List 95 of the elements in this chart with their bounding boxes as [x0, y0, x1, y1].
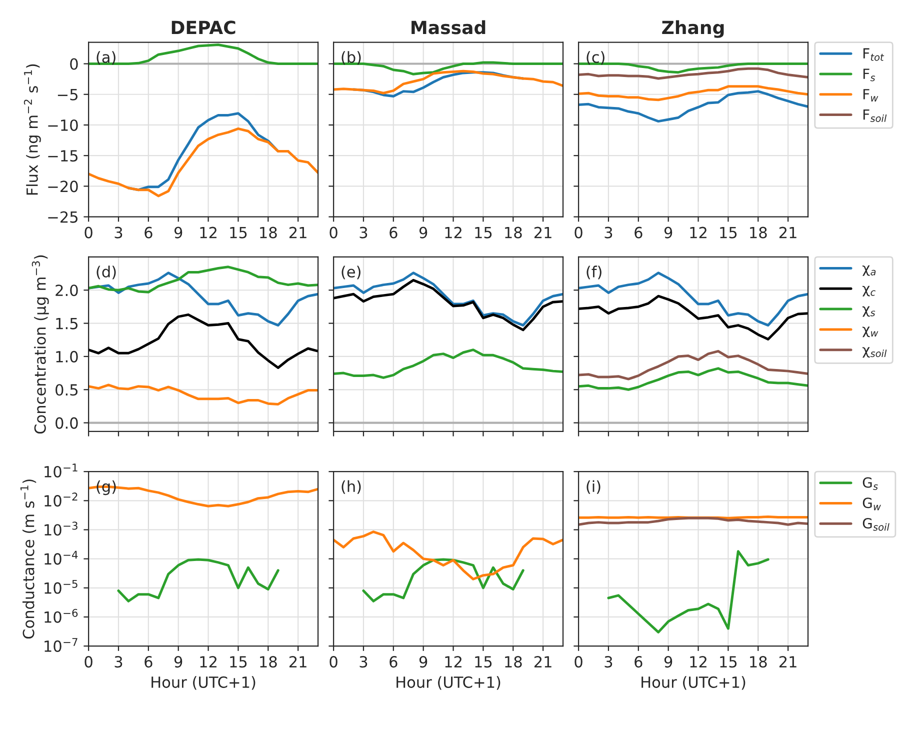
x-tick-label: 3	[360, 656, 368, 668]
x-tick-label: 0	[84, 226, 92, 238]
x-tick-label: 15	[230, 227, 247, 238]
x-tick-label: 12	[200, 656, 216, 668]
legend-label: χ$_{c}$	[862, 286, 876, 296]
legend-label: F$_{w}$	[863, 89, 878, 102]
x-tick-label: 3	[114, 656, 122, 668]
x-tick-label: 3	[360, 226, 368, 238]
annotation: (b)	[342, 51, 361, 65]
x-tick-label: 21	[534, 656, 552, 668]
annotation: (i)	[586, 480, 600, 494]
y-tick-label: 0.5	[56, 384, 78, 396]
y-tick-label: 1.0	[56, 350, 78, 362]
x-tick-label: 12	[445, 226, 462, 238]
x-tick-label: 18	[260, 656, 277, 668]
x-tick-label: 0	[574, 226, 582, 238]
x-tick-label: 6	[634, 656, 642, 668]
legend-label: χ$_{w}$	[862, 326, 878, 338]
x-tick-label: 15	[475, 656, 492, 668]
x-tick-label: 6	[390, 226, 398, 238]
x-axis-title: Hour (UTC+1)	[152, 676, 256, 690]
y-axis-title: Flux (ng m$^{−2}$ s$^{−1}$)	[24, 64, 41, 195]
x-tick-label: 0	[330, 656, 338, 668]
legend-label: G$_{w}$	[862, 498, 881, 510]
x-tick-label: 9	[419, 656, 428, 668]
y-axis-title: Concentration (μg m$^{−3}$)	[32, 255, 49, 434]
y-tick-label: 1.5	[56, 318, 78, 330]
y-tick-label: 10$^{−6}$	[44, 608, 78, 623]
x-tick-label: 9	[419, 226, 428, 238]
x-tick-label: 0	[574, 656, 582, 668]
y-tick-label: −20	[48, 180, 78, 192]
legend-label: F$_{soil}$	[863, 109, 887, 122]
legend-label: F$_{tot}$	[863, 48, 884, 61]
legend-label: F$_{s}$	[863, 68, 876, 82]
annotation: (a)	[96, 51, 116, 65]
x-axis-title: Hour (UTC+1)	[642, 676, 746, 690]
y-tick-label: 0.0	[56, 417, 78, 429]
x-tick-label: 18	[750, 226, 767, 238]
annotation: (h)	[342, 480, 361, 494]
legend-label: χ$_{soil}$	[862, 347, 887, 358]
y-tick-label: 10$^{−7}$	[44, 638, 78, 652]
x-tick-label: 0	[330, 226, 338, 238]
y-tick-label: 10$^{−3}$	[44, 522, 78, 536]
x-axis-title: Hour (UTC+1)	[396, 676, 500, 690]
legend-label: G$_{s}$	[862, 477, 878, 490]
annotation: (d)	[96, 266, 116, 280]
x-tick-label: 15	[720, 227, 737, 238]
legend-label: χ$_{s}$	[862, 306, 876, 317]
y-tick-label: 0	[70, 58, 78, 70]
x-tick-label: 12	[690, 656, 706, 668]
x-tick-label: 21	[289, 656, 306, 668]
chart-title: Zhang	[662, 20, 724, 38]
x-tick-label: 9	[664, 226, 672, 238]
x-tick-label: 18	[750, 656, 767, 668]
x-tick-label: 0	[84, 656, 92, 668]
x-tick-label: 21	[289, 226, 306, 238]
x-tick-label: 6	[144, 656, 152, 668]
y-tick-label: 10$^{−1}$	[44, 464, 78, 478]
x-tick-label: 12	[445, 656, 462, 668]
y-tick-label: 10$^{−5}$	[44, 580, 78, 594]
legend-label: χ$_{a}$	[862, 265, 876, 276]
x-tick-label: 21	[534, 226, 552, 238]
y-tick-label: −25	[48, 211, 78, 223]
x-tick-label: 18	[505, 226, 522, 238]
chart-title: DEPAC	[172, 20, 236, 34]
x-tick-label: 3	[604, 226, 612, 238]
x-tick-label: 9	[664, 656, 672, 668]
y-tick-label: −5	[58, 89, 78, 100]
y-tick-label: −15	[48, 150, 78, 162]
y-tick-label: 10$^{−4}$	[44, 550, 78, 565]
x-tick-label: 12	[690, 226, 706, 238]
y-axis-title: Conductance (m s$^{−1}$)	[20, 480, 36, 639]
annotation: (e)	[342, 266, 360, 280]
x-tick-label: 9	[174, 226, 182, 238]
y-tick-label: 2.0	[56, 284, 78, 296]
x-tick-label: 6	[144, 226, 152, 238]
x-tick-label: 21	[779, 226, 796, 238]
x-tick-label: 21	[779, 656, 796, 668]
x-tick-label: 3	[114, 226, 122, 238]
annotation: (f)	[586, 266, 602, 280]
legend-label: G$_{soil}$	[862, 518, 890, 531]
x-tick-label: 15	[720, 656, 737, 668]
chart-title: Massad	[412, 20, 486, 34]
x-tick-label: 18	[505, 656, 522, 668]
x-tick-label: 9	[174, 656, 182, 668]
x-tick-label: 12	[200, 226, 216, 238]
y-tick-label: 10$^{−2}$	[44, 492, 78, 507]
x-tick-label: 6	[390, 656, 398, 668]
x-tick-label: 18	[260, 226, 277, 238]
x-tick-label: 3	[604, 656, 612, 668]
x-tick-label: 6	[634, 226, 642, 238]
y-tick-label: −10	[48, 119, 78, 132]
annotation: (c)	[586, 51, 604, 65]
x-tick-label: 15	[475, 227, 492, 238]
x-tick-label: 15	[230, 656, 247, 668]
